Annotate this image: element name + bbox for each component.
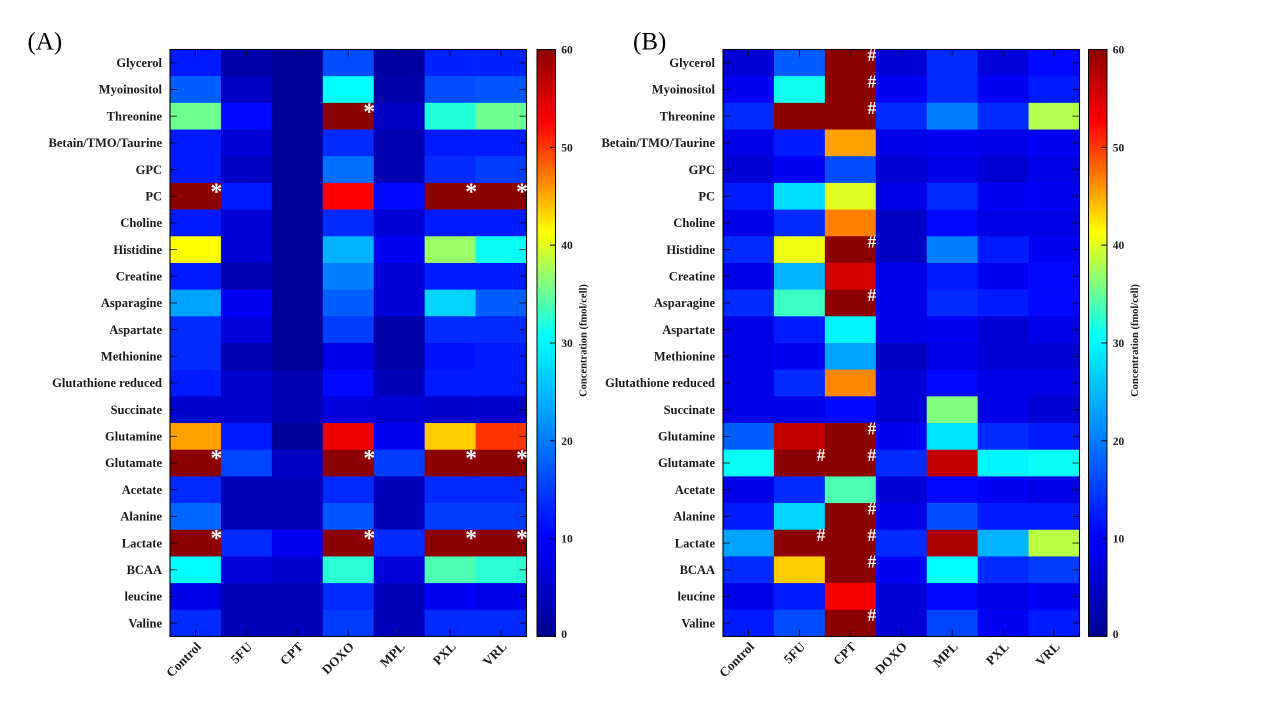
svg-text:Betain/TMO/Taurine: Betain/TMO/Taurine bbox=[49, 136, 163, 150]
svg-text:#: # bbox=[868, 418, 877, 438]
svg-text:Asparagine: Asparagine bbox=[101, 296, 163, 310]
svg-text:0: 0 bbox=[561, 629, 567, 641]
svg-text:*: * bbox=[363, 446, 375, 472]
svg-text:Acetate: Acetate bbox=[675, 483, 716, 497]
svg-text:10: 10 bbox=[1113, 534, 1125, 546]
svg-text:Glutamate: Glutamate bbox=[658, 456, 715, 470]
svg-text:BCAA: BCAA bbox=[127, 563, 162, 577]
svg-text:40: 40 bbox=[1113, 240, 1125, 252]
svg-text:*: * bbox=[516, 526, 528, 552]
svg-text:60: 60 bbox=[561, 45, 573, 57]
svg-text:Glutathione reduced: Glutathione reduced bbox=[52, 376, 162, 390]
svg-text:Choline: Choline bbox=[673, 216, 715, 230]
svg-text:30: 30 bbox=[561, 338, 573, 350]
svg-text:#: # bbox=[868, 98, 877, 118]
svg-text:#: # bbox=[868, 552, 877, 572]
svg-text:Lactate: Lactate bbox=[675, 536, 716, 550]
svg-text:30: 30 bbox=[1113, 338, 1125, 350]
svg-text:Threonine: Threonine bbox=[660, 109, 716, 123]
svg-text:BCAA: BCAA bbox=[680, 563, 715, 577]
svg-text:Methionine: Methionine bbox=[101, 350, 163, 364]
svg-text:(B): (B) bbox=[633, 29, 666, 56]
svg-text:#: # bbox=[868, 445, 877, 465]
svg-text:Myoinositol: Myoinositol bbox=[99, 83, 163, 97]
svg-text:PC: PC bbox=[698, 189, 715, 203]
svg-text:#: # bbox=[817, 445, 826, 465]
svg-text:10: 10 bbox=[561, 534, 573, 546]
svg-text:(A): (A) bbox=[28, 29, 63, 56]
svg-text:GPC: GPC bbox=[689, 163, 715, 177]
svg-text:Threonine: Threonine bbox=[107, 109, 163, 123]
svg-text:Valine: Valine bbox=[681, 616, 715, 630]
svg-text:Glutamate: Glutamate bbox=[105, 456, 162, 470]
svg-text:#: # bbox=[868, 232, 877, 252]
svg-text:Glycerol: Glycerol bbox=[116, 56, 162, 70]
svg-text:*: * bbox=[363, 99, 375, 125]
svg-text:20: 20 bbox=[561, 436, 573, 448]
svg-text:Methionine: Methionine bbox=[654, 350, 716, 364]
svg-text:60: 60 bbox=[1113, 45, 1125, 57]
svg-text:GPC: GPC bbox=[136, 163, 162, 177]
svg-text:Glutathione reduced: Glutathione reduced bbox=[605, 376, 715, 390]
svg-text:40: 40 bbox=[561, 240, 573, 252]
svg-text:Lactate: Lactate bbox=[122, 536, 163, 550]
svg-text:Alanine: Alanine bbox=[673, 510, 715, 524]
svg-text:#: # bbox=[817, 525, 826, 545]
svg-text:*: * bbox=[516, 446, 528, 472]
svg-text:Succinate: Succinate bbox=[111, 403, 163, 417]
svg-text:0: 0 bbox=[1113, 629, 1119, 641]
svg-text:#: # bbox=[868, 45, 877, 65]
svg-text:*: * bbox=[465, 446, 477, 472]
svg-text:Glycerol: Glycerol bbox=[669, 56, 715, 70]
svg-text:Glutamine: Glutamine bbox=[658, 430, 715, 444]
svg-text:Betain/TMO/Taurine: Betain/TMO/Taurine bbox=[602, 136, 716, 150]
svg-text:Aspartate: Aspartate bbox=[662, 323, 715, 337]
svg-text:*: * bbox=[516, 179, 528, 205]
svg-text:PC: PC bbox=[145, 189, 162, 203]
svg-text:*: * bbox=[465, 179, 477, 205]
svg-text:Histidine: Histidine bbox=[113, 243, 162, 257]
svg-text:*: * bbox=[210, 526, 222, 552]
svg-text:Concentration (fmol/cell): Concentration (fmol/cell) bbox=[1130, 284, 1141, 397]
svg-text:#: # bbox=[868, 605, 877, 625]
svg-text:Creatine: Creatine bbox=[669, 269, 716, 283]
svg-text:*: * bbox=[210, 446, 222, 472]
svg-text:50: 50 bbox=[561, 142, 573, 154]
svg-text:50: 50 bbox=[1113, 142, 1125, 154]
svg-text:Glutamine: Glutamine bbox=[105, 430, 162, 444]
svg-text:Acetate: Acetate bbox=[122, 483, 163, 497]
svg-text:leucine: leucine bbox=[678, 590, 716, 604]
svg-text:Alanine: Alanine bbox=[120, 510, 162, 524]
svg-text:leucine: leucine bbox=[125, 590, 163, 604]
svg-text:Asparagine: Asparagine bbox=[654, 296, 716, 310]
svg-text:Choline: Choline bbox=[120, 216, 162, 230]
svg-text:#: # bbox=[868, 498, 877, 518]
svg-text:20: 20 bbox=[1113, 436, 1125, 448]
svg-text:#: # bbox=[868, 285, 877, 305]
svg-text:#: # bbox=[868, 71, 877, 91]
svg-text:Succinate: Succinate bbox=[664, 403, 716, 417]
svg-text:Myoinositol: Myoinositol bbox=[652, 83, 716, 97]
svg-text:Histidine: Histidine bbox=[666, 243, 715, 257]
svg-text:*: * bbox=[363, 526, 375, 552]
svg-text:#: # bbox=[868, 525, 877, 545]
svg-text:Valine: Valine bbox=[128, 616, 162, 630]
svg-text:*: * bbox=[210, 179, 222, 205]
svg-text:Aspartate: Aspartate bbox=[109, 323, 162, 337]
svg-text:Creatine: Creatine bbox=[116, 269, 163, 283]
svg-text:Concentration (fmol/cell): Concentration (fmol/cell) bbox=[579, 284, 590, 397]
svg-text:*: * bbox=[465, 526, 477, 552]
